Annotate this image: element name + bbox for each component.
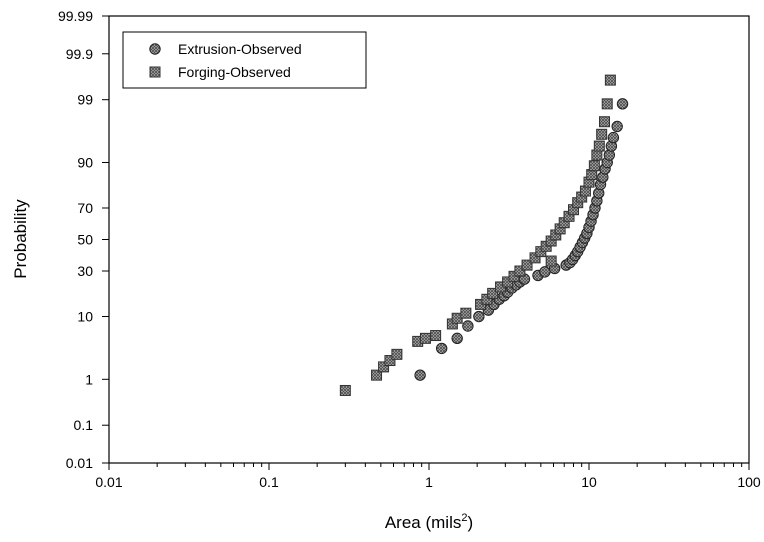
- legend-box: [122, 31, 367, 89]
- x-axis-label: Area (mils2): [385, 512, 473, 532]
- forging-data-point: [593, 140, 605, 152]
- forging-data-point: [599, 116, 611, 128]
- forging-data-point: [481, 293, 493, 305]
- forging-data-point: [419, 332, 431, 344]
- legend: Extrusion-Observed Forging-Observed: [122, 31, 367, 89]
- legend-entry-extrusion: Extrusion-Observed: [149, 41, 302, 57]
- extrusion-data-point: [451, 332, 463, 345]
- extrusion-data-point: [607, 131, 620, 144]
- legend-label-forging: Forging-Observed: [178, 64, 291, 80]
- y-tick-label: 0.1: [74, 417, 94, 433]
- extrusion-data-point: [473, 310, 485, 323]
- forging-data-point: [371, 369, 383, 381]
- data-series: [339, 74, 629, 396]
- x-tick-label: 10: [581, 474, 597, 490]
- y-tick-label: 99.9: [66, 46, 93, 62]
- legend-label-extrusion: Extrusion-Observed: [178, 41, 302, 57]
- x-tick-label: 100: [737, 474, 761, 490]
- y-tick-label: 10: [77, 309, 93, 325]
- y-tick-label: 90: [77, 154, 93, 170]
- forging-data-point: [378, 361, 390, 373]
- y-tick-label: 30: [77, 263, 93, 279]
- forging-data-point: [545, 255, 557, 267]
- y-axis-label: Probability: [11, 199, 30, 279]
- x-tick-label: 1: [425, 474, 433, 490]
- y-axis-ticks: 0.01 0.1 1 10 30 50 70 90 99 99.9 99.99: [58, 8, 109, 471]
- forging-data-point: [339, 384, 351, 396]
- forging-data-point: [514, 265, 526, 277]
- x-tick-label: 0.01: [95, 474, 122, 490]
- forging-data-point: [521, 259, 533, 271]
- extrusion-data-point: [616, 98, 629, 110]
- forging-data-point: [529, 252, 541, 264]
- extrusion-data-point: [435, 342, 448, 355]
- forging-data-point: [596, 128, 608, 140]
- legend-circle-symbol: [149, 43, 161, 55]
- extrusion-data-point: [414, 369, 426, 381]
- forging-data-point: [391, 348, 403, 360]
- forging-data-point: [460, 307, 472, 319]
- x-axis-ticks: 0.01 0.1 1 10 100: [95, 463, 761, 490]
- y-tick-label: 1: [85, 371, 93, 387]
- forging-data-point: [588, 160, 600, 172]
- legend-square-symbol: [149, 66, 161, 78]
- y-tick-label: 70: [77, 200, 93, 216]
- y-tick-label: 99: [77, 92, 93, 108]
- legend-marker-circle: [149, 43, 161, 55]
- forging-data-point: [604, 74, 616, 86]
- forging-data-point: [430, 330, 442, 342]
- extrusion-data-point: [462, 320, 474, 332]
- extrusion-data-point: [539, 266, 551, 278]
- forging-data-point: [487, 287, 499, 299]
- extrusion-data-point: [611, 120, 623, 133]
- series-forging: [339, 74, 616, 396]
- x-tick-label: 0.1: [259, 474, 279, 490]
- forging-data-point: [601, 98, 613, 110]
- legend-marker-square: [149, 66, 161, 78]
- legend-entry-forging: Forging-Observed: [149, 64, 291, 80]
- y-tick-label: 50: [77, 232, 93, 248]
- forging-data-point: [384, 355, 396, 367]
- y-tick-label: 99.99: [58, 8, 93, 24]
- series-extrusion: [414, 98, 629, 381]
- y-tick-label: 0.01: [66, 455, 93, 471]
- forging-data-point: [502, 276, 514, 288]
